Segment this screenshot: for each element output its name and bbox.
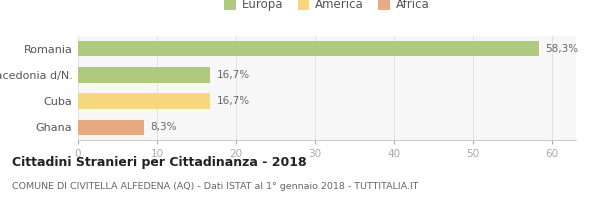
Text: 58,3%: 58,3% xyxy=(545,44,578,54)
Legend: Europa, America, Africa: Europa, America, Africa xyxy=(224,0,430,11)
Text: 16,7%: 16,7% xyxy=(217,70,250,80)
Bar xyxy=(78,93,210,109)
Bar xyxy=(78,120,143,135)
Text: 16,7%: 16,7% xyxy=(217,96,250,106)
Text: Cittadini Stranieri per Cittadinanza - 2018: Cittadini Stranieri per Cittadinanza - 2… xyxy=(12,156,307,169)
Bar xyxy=(78,67,210,83)
Text: 8,3%: 8,3% xyxy=(150,122,176,132)
Text: COMUNE DI CIVITELLA ALFEDENA (AQ) - Dati ISTAT al 1° gennaio 2018 - TUTTITALIA.I: COMUNE DI CIVITELLA ALFEDENA (AQ) - Dati… xyxy=(12,182,419,191)
Bar xyxy=(78,41,539,56)
